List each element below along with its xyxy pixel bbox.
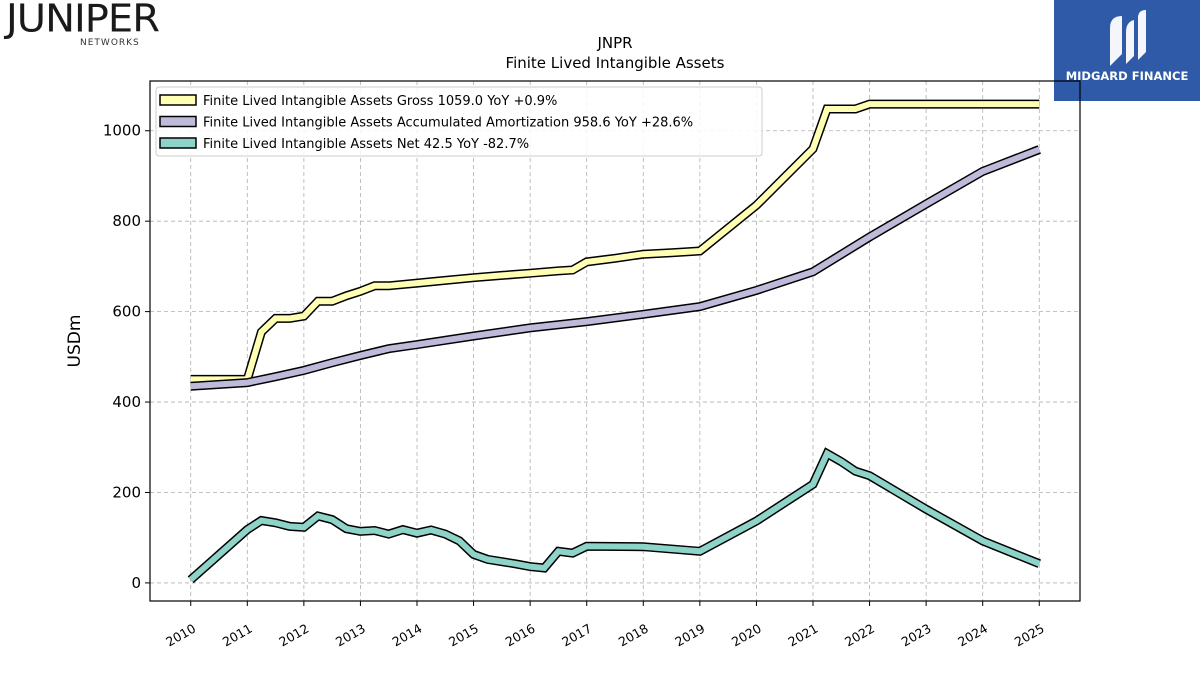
x-tick-label: 2018	[616, 621, 651, 650]
x-tick-label: 2021	[785, 621, 820, 650]
legend-label: Finite Lived Intangible Assets Net 42.5 …	[203, 137, 529, 152]
x-tick-label: 2012	[276, 621, 311, 650]
legend-swatch	[159, 137, 197, 149]
x-tick-label: 2011	[220, 621, 255, 650]
legend: Finite Lived Intangible Assets Gross 105…	[155, 86, 763, 157]
legend-box	[155, 86, 763, 157]
x-tick-label: 2022	[842, 621, 877, 650]
midgard-wordmark: MIDGARD FINANCE	[1065, 69, 1189, 83]
y-tick-label: 400	[112, 393, 141, 411]
chart-subtitle: Finite Lived Intangible Assets	[506, 54, 725, 72]
x-tick-label: 2015	[446, 621, 481, 650]
midgard-finance-logo: MIDGARD FINANCE	[1054, 0, 1200, 101]
chart-title: JNPR	[596, 34, 632, 52]
y-tick-label: 600	[112, 303, 141, 321]
series-2-line	[188, 449, 1041, 582]
juniper-wordmark: JUNIPER	[6, 0, 160, 41]
x-tick-label: 2010	[163, 621, 198, 650]
series-0-line	[190, 101, 1040, 383]
x-tick-label: 2014	[389, 621, 424, 650]
legend-swatch	[159, 115, 197, 128]
midgard-emblem-icon	[1110, 10, 1146, 66]
y-tick-label: 0	[131, 574, 141, 592]
legend-label: Finite Lived Intangible Assets Gross 105…	[203, 94, 557, 109]
series-1-outline	[190, 145, 1041, 391]
x-tick-label: 2025	[1012, 621, 1047, 650]
y-tick-label: 800	[112, 212, 141, 230]
plot-frame	[149, 80, 1081, 602]
juniper-logo: JUNIPER NETWORKS	[4, 0, 164, 50]
x-tick-label: 2020	[729, 621, 764, 650]
y-axis-label: USDm	[65, 315, 85, 368]
x-tick-label: 2023	[899, 621, 934, 650]
x-tick-label: 2019	[672, 621, 707, 650]
legend-label: Finite Lived Intangible Assets Accumulat…	[203, 116, 693, 131]
y-tick-label: 200	[112, 483, 141, 501]
series-1-line	[190, 146, 1041, 390]
legend-swatch	[159, 94, 197, 106]
juniper-subtext: NETWORKS	[80, 38, 140, 48]
y-tick-label: 1000	[103, 122, 141, 140]
x-tick-label: 2024	[955, 621, 990, 650]
x-tick-label: 2013	[333, 621, 368, 650]
x-tick-label: 2016	[503, 621, 538, 650]
series-lines	[187, 99, 1041, 584]
x-tick-label: 2017	[559, 621, 594, 650]
